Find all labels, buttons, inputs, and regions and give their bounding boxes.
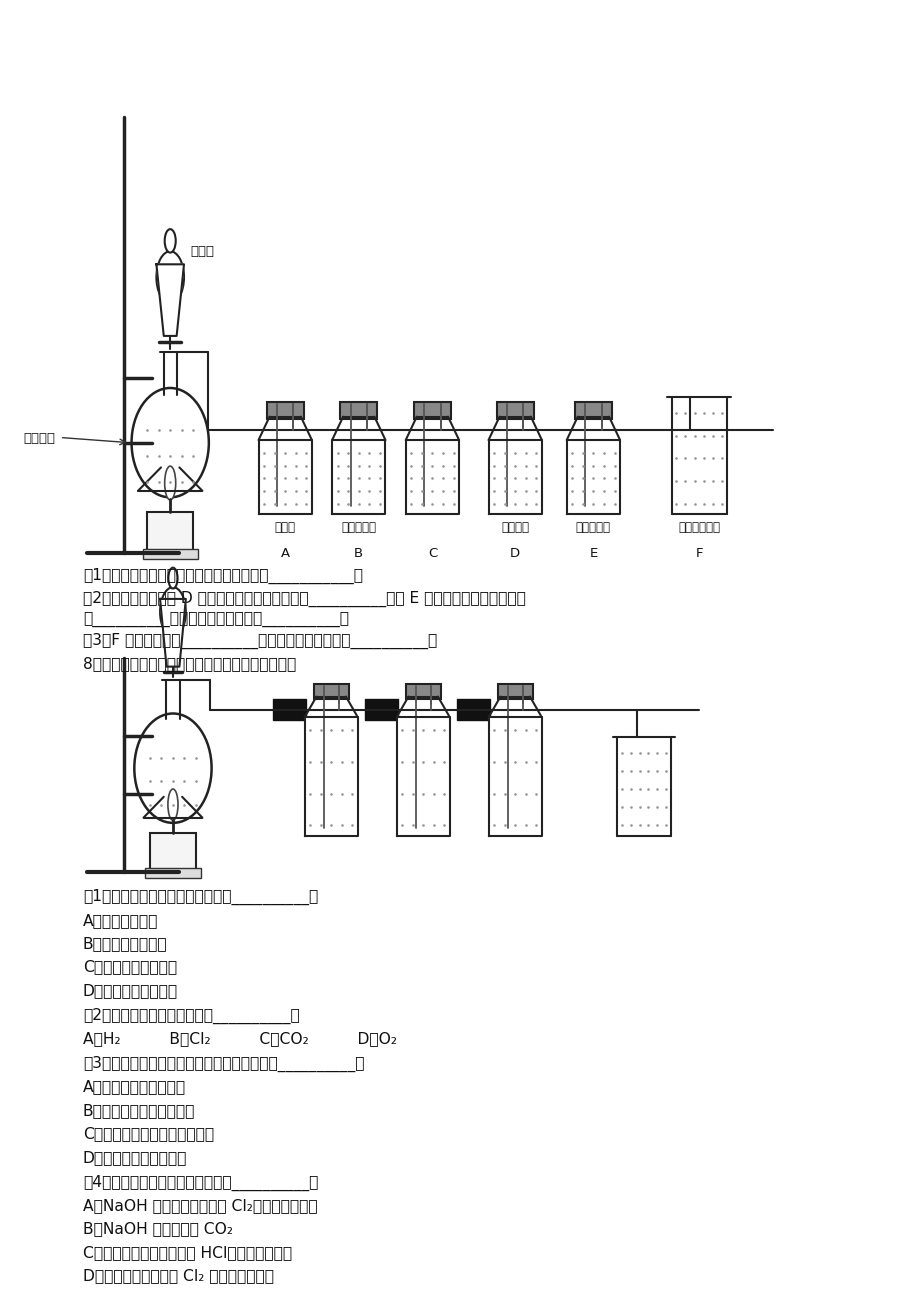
Polygon shape <box>396 717 449 836</box>
Ellipse shape <box>168 789 178 820</box>
Polygon shape <box>488 440 541 514</box>
Text: D．饱和食盐水；浓硫酸: D．饱和食盐水；浓硫酸 <box>83 1150 187 1165</box>
Polygon shape <box>405 440 459 514</box>
Bar <box>150 833 196 870</box>
Text: （3）F 装置的作用是__________，反应的离子方程式是__________．: （3）F 装置的作用是__________，反应的离子方程式是_________… <box>83 633 437 648</box>
Text: A．H₂          B．Cl₂          C．CO₂          D．O₂: A．H₂ B．Cl₂ C．CO₂ D．O₂ <box>83 1031 396 1047</box>
Text: B: B <box>354 547 363 560</box>
Bar <box>142 549 198 559</box>
Bar <box>267 402 303 419</box>
Text: A．浓硫酸；饱和食盐水: A．浓硫酸；饱和食盐水 <box>83 1079 186 1095</box>
Bar <box>340 402 377 419</box>
Text: B．NaOH 溶液，吸收 CO₂: B．NaOH 溶液，吸收 CO₂ <box>83 1221 233 1237</box>
Text: D: D <box>509 547 520 560</box>
Bar <box>147 512 193 551</box>
Bar <box>273 699 306 720</box>
Text: C．氮氧化钓溶液；饱和食盐水: C．氮氧化钓溶液；饱和食盐水 <box>83 1126 214 1142</box>
Text: （1）找出在此装置图中出现的错误加以改正___________．: （1）找出在此装置图中出现的错误加以改正___________． <box>83 568 362 583</box>
Text: B．氮氧化钓溶液；浓硫酸: B．氮氧化钓溶液；浓硫酸 <box>83 1103 195 1118</box>
Ellipse shape <box>165 229 176 253</box>
Ellipse shape <box>160 587 186 637</box>
Text: B．浓盐酸和石灰石: B．浓盐酸和石灰石 <box>83 936 167 952</box>
Text: C．浓盐酸和二氧化锨: C．浓盐酸和二氧化锨 <box>83 960 176 975</box>
Text: （2）实验过程中，在 D 装置中观察到的实验现象是__________；在 E 装置中观察到的实验现象: （2）实验过程中，在 D 装置中观察到的实验现象是__________；在 E … <box>83 591 525 607</box>
Circle shape <box>131 388 209 497</box>
Text: 饱和食盐水: 饱和食盐水 <box>341 521 376 534</box>
Polygon shape <box>332 440 385 514</box>
Text: 硝酸银溶液: 硝酸银溶液 <box>575 521 610 534</box>
Text: F: F <box>695 547 702 560</box>
Text: 浓硫酸: 浓硫酸 <box>275 521 295 534</box>
Bar <box>365 699 398 720</box>
Text: 稀盐酸: 稀盐酸 <box>190 245 214 258</box>
Text: 石蕊试液: 石蕊试液 <box>501 521 528 534</box>
Polygon shape <box>156 264 184 336</box>
Polygon shape <box>488 717 541 836</box>
Bar <box>457 699 490 720</box>
Bar <box>497 684 532 699</box>
Bar <box>313 684 348 699</box>
Text: A: A <box>280 547 289 560</box>
Text: 氢氧化钠溶液: 氢氧化钠溶液 <box>677 521 720 534</box>
Text: C．纯水，充分吸收多余的 HCl，防止污染空气: C．纯水，充分吸收多余的 HCl，防止污染空气 <box>83 1245 291 1260</box>
Text: A．NaOH 溶液，吸收多余的 Cl₂，防止污染空气: A．NaOH 溶液，吸收多余的 Cl₂，防止污染空气 <box>83 1198 317 1213</box>
Text: D．浓盐酸和高锶酸鯨: D．浓盐酸和高锶酸鯨 <box>83 983 177 999</box>
Polygon shape <box>566 440 619 514</box>
Text: 二氧化锰: 二氧化锰 <box>23 432 55 445</box>
Circle shape <box>134 713 211 823</box>
Polygon shape <box>160 599 186 667</box>
Text: （3）两个洗气瓶（从左到右）中盛放的试剂是__________．: （3）两个洗气瓶（从左到右）中盛放的试剂是__________． <box>83 1056 364 1072</box>
Bar <box>145 868 200 878</box>
Ellipse shape <box>168 568 177 589</box>
Ellipse shape <box>156 251 184 303</box>
Text: （4）烧杯中应盛放的试剂及作用是__________．: （4）烧杯中应盛放的试剂及作用是__________． <box>83 1174 318 1190</box>
Bar <box>496 402 533 419</box>
Polygon shape <box>258 440 312 514</box>
Bar <box>574 402 611 419</box>
Text: 是__________，反应的化学方程式是__________；: 是__________，反应的化学方程式是__________； <box>83 612 348 628</box>
Text: 8．实验室用如图所示装置制取某种较纯净的气体．: 8．实验室用如图所示装置制取某种较纯净的气体． <box>83 656 296 672</box>
Text: D．饱和食盐水，减少 Cl₂ 在水中的溶解．: D．饱和食盐水，减少 Cl₂ 在水中的溶解． <box>83 1268 274 1284</box>
Bar <box>414 402 450 419</box>
Text: A．稀硫酸和锥粒: A．稀硫酸和锥粒 <box>83 913 158 928</box>
Text: （2）集气瓶里收集到的气体是__________．: （2）集气瓶里收集到的气体是__________． <box>83 1008 300 1023</box>
Ellipse shape <box>165 466 176 500</box>
Text: E: E <box>589 547 596 560</box>
Text: C: C <box>427 547 437 560</box>
Polygon shape <box>304 717 357 836</box>
Bar <box>405 684 440 699</box>
Text: （1）在烧瓶里放置的反应物可能是__________．: （1）在烧瓶里放置的反应物可能是__________． <box>83 889 318 905</box>
